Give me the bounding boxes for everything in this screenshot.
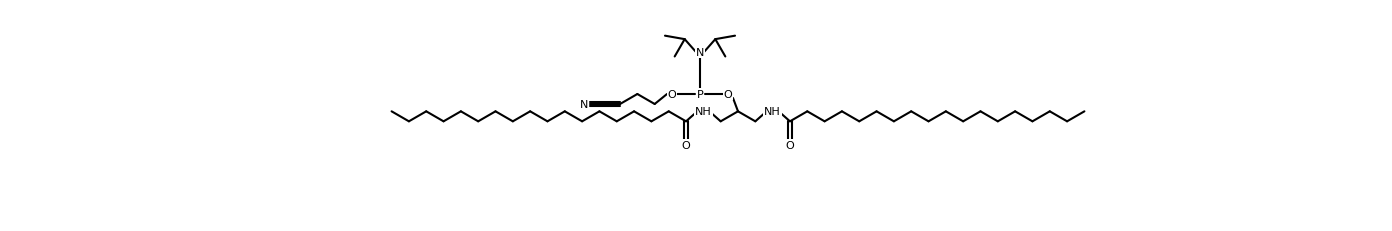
- Text: O: O: [724, 90, 732, 100]
- Text: O: O: [668, 90, 677, 100]
- Text: N: N: [696, 48, 704, 58]
- Text: NH: NH: [695, 107, 711, 117]
- Text: N: N: [580, 100, 589, 109]
- Text: O: O: [785, 141, 795, 151]
- Text: O: O: [682, 141, 690, 151]
- Text: P: P: [696, 90, 703, 100]
- Text: NH: NH: [764, 107, 781, 117]
